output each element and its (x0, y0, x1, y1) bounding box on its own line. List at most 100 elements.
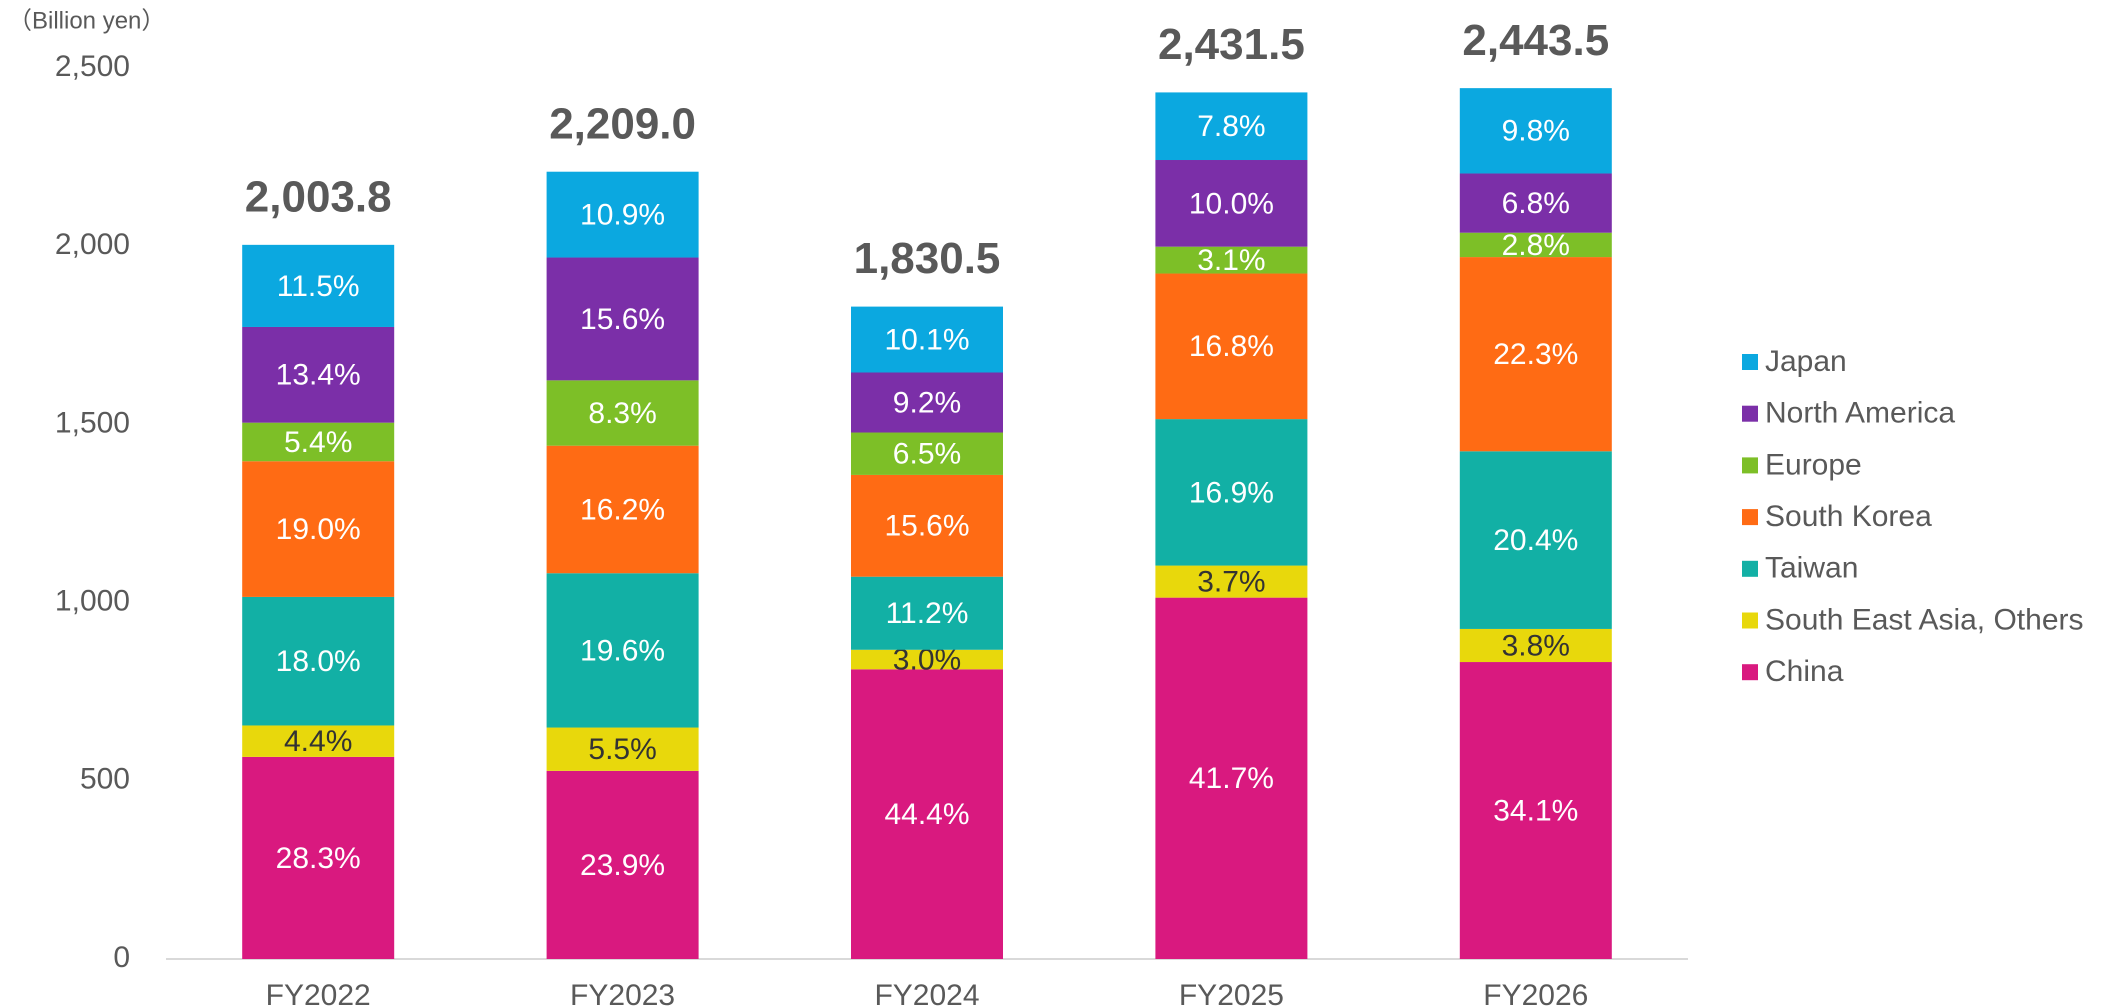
x-tick-label: FY2024 (874, 979, 979, 1007)
legend-label: Japan (1765, 345, 1847, 378)
legend-label: Taiwan (1765, 552, 1858, 585)
legend-label: Europe (1765, 448, 1862, 481)
y-axis-label: （Billion yen） (8, 7, 165, 34)
data-label: 10.1% (884, 323, 969, 356)
bar-segment (851, 372, 1003, 433)
y-tick-label: 2,000 (55, 228, 130, 261)
data-label: 9.8% (1502, 115, 1570, 148)
legend-label: North America (1765, 397, 1955, 430)
data-label: 7.8% (1197, 110, 1265, 143)
bar-segment (242, 244, 395, 327)
legend-swatch (1742, 612, 1758, 629)
data-label: 6.8% (1502, 187, 1570, 220)
y-tick-label: 2,500 (55, 50, 130, 83)
bar-segment (1155, 246, 1308, 274)
x-tick-label: FY2025 (1179, 979, 1284, 1007)
bar-segment (546, 380, 699, 446)
bar-segment (242, 422, 395, 462)
bar-segment (242, 461, 395, 597)
data-label: 18.0% (276, 645, 361, 678)
data-label: 3.8% (1502, 629, 1570, 662)
legend-swatch (1742, 664, 1758, 681)
data-label: 8.3% (588, 397, 656, 430)
data-label: 16.2% (580, 493, 665, 526)
bar-segment (1155, 273, 1308, 420)
bar-segment (1155, 160, 1308, 247)
legend-swatch (1742, 457, 1758, 474)
total-label: 2,431.5 (1158, 20, 1305, 69)
data-label: 9.2% (893, 386, 961, 419)
bar-segment (851, 306, 1003, 373)
data-label: 2.8% (1502, 229, 1570, 262)
data-label: 16.9% (1189, 476, 1274, 509)
bar-segment (546, 727, 699, 771)
data-label: 41.7% (1189, 762, 1274, 795)
bar-segment (546, 770, 699, 959)
data-label: 34.1% (1493, 794, 1578, 827)
bar-segment (546, 445, 699, 574)
bar-segment (1155, 92, 1308, 161)
bar-segment (851, 474, 1003, 577)
data-label: 28.3% (276, 842, 361, 875)
x-tick-label: FY2026 (1483, 979, 1588, 1007)
legend-label: South East Asia, Others (1765, 603, 2084, 636)
bar-segment (242, 326, 395, 423)
data-label: 19.0% (276, 513, 361, 546)
y-tick-label: 1,500 (55, 406, 130, 439)
bar-segment (1155, 419, 1308, 566)
bar-segment (1459, 232, 1612, 258)
data-label: 5.5% (588, 733, 656, 766)
total-label: 2,209.0 (549, 99, 696, 148)
data-label: 16.8% (1189, 330, 1274, 363)
bar-segment (546, 171, 699, 258)
data-label: 3.7% (1197, 566, 1265, 599)
data-label: 3.1% (1197, 244, 1265, 277)
bar-segment (546, 257, 699, 381)
bar-segment (1155, 565, 1308, 598)
data-label: 11.5% (277, 270, 360, 303)
bar-segment (1459, 451, 1612, 629)
bar-segment (851, 576, 1003, 650)
data-label: 20.4% (1493, 524, 1578, 557)
bar-segment (851, 432, 1003, 475)
legend-swatch (1742, 354, 1758, 370)
legend-label: South Korea (1765, 500, 1932, 533)
data-label: 19.6% (580, 634, 665, 667)
data-label: 10.9% (580, 199, 665, 232)
bar-segment (1155, 597, 1308, 959)
data-label: 10.0% (1189, 187, 1274, 220)
bar-segment (546, 573, 699, 728)
x-tick-label: FY2023 (570, 979, 675, 1007)
y-tick-label: 1,000 (55, 585, 130, 618)
data-label: 44.4% (884, 798, 969, 831)
total-label: 1,830.5 (854, 234, 1001, 283)
bar-segment (851, 649, 1003, 670)
bar-segment (1459, 173, 1612, 233)
bar-segment (1459, 628, 1612, 663)
bar-segment (242, 725, 395, 757)
total-label: 2,003.8 (245, 172, 392, 221)
y-tick-label: 0 (113, 941, 130, 974)
bar-segment (1459, 257, 1612, 452)
data-label: 6.5% (893, 438, 961, 471)
data-label: 15.6% (884, 510, 969, 543)
data-label: 4.4% (284, 725, 352, 758)
legend-swatch (1742, 509, 1758, 526)
data-label: 5.4% (284, 426, 352, 459)
bar-segment (851, 669, 1003, 959)
bar-segment (1459, 662, 1612, 959)
data-label: 22.3% (1493, 338, 1578, 371)
bar-segment (242, 756, 395, 959)
y-tick-label: 500 (80, 763, 130, 796)
data-label: 15.6% (580, 303, 665, 336)
total-label: 2,443.5 (1462, 16, 1609, 65)
bar-segment (1459, 88, 1612, 174)
legend-swatch (1742, 405, 1758, 422)
legend-swatch (1742, 560, 1758, 577)
data-label: 13.4% (276, 359, 361, 392)
x-tick-label: FY2022 (266, 979, 371, 1007)
bar-segment (242, 596, 395, 726)
legend-label: China (1765, 655, 1844, 688)
data-label: 11.2% (886, 597, 969, 630)
